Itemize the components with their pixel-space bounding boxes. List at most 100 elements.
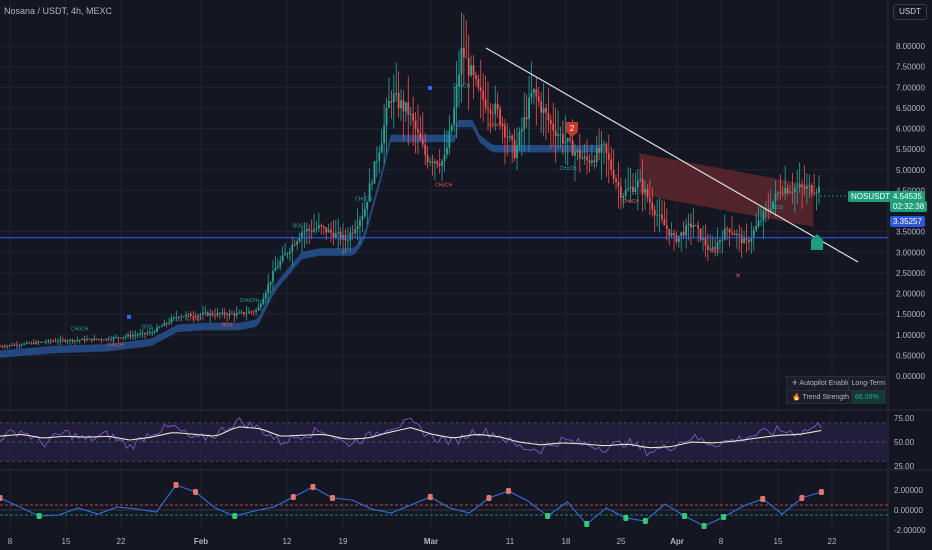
candle-body (441, 160, 444, 166)
candle-body (648, 197, 651, 203)
candle-body (709, 248, 712, 250)
candle-body (808, 185, 811, 187)
candle-body (81, 338, 84, 340)
candle-body (793, 188, 796, 192)
candle-body (346, 240, 349, 241)
momentum-peak-marker (799, 495, 805, 501)
candle-body (375, 161, 378, 162)
candle-body (69, 339, 71, 341)
momentum-axis-label: 0.00000 (894, 506, 923, 515)
structure-label: CHoCH (453, 83, 471, 89)
sell-signal-number: 2 (570, 124, 575, 133)
candle-body (569, 138, 572, 141)
candle-body (755, 225, 758, 231)
candle-body (590, 160, 593, 163)
candle-body (745, 238, 748, 241)
candle-body (1, 346, 4, 348)
candle-body (612, 169, 615, 179)
candle-body (752, 230, 755, 238)
candle-body (83, 338, 86, 341)
candle-body (446, 147, 448, 155)
candle-body (692, 225, 695, 228)
candle-body (670, 233, 673, 236)
candle-body (392, 94, 395, 103)
candle-body (537, 96, 540, 102)
candle-body (576, 150, 579, 152)
momentum-peak-marker (173, 482, 179, 488)
candle-body (148, 332, 151, 334)
time-axis-label: Apr (670, 537, 684, 546)
candle-body (762, 211, 765, 221)
candle-body (518, 132, 521, 146)
candle-body (216, 313, 219, 316)
candle-body (247, 311, 250, 314)
candle-body (419, 132, 422, 140)
candle-body (479, 87, 482, 91)
oscillator-axis-label: 50.00 (894, 438, 915, 447)
candle-body (119, 337, 122, 339)
structure-label: BOS (710, 248, 721, 254)
candle-body (37, 341, 40, 343)
candle-body (511, 135, 514, 141)
candle-body (629, 186, 632, 189)
candle-body (218, 313, 221, 314)
candle-body (525, 117, 528, 120)
candle-body (47, 340, 50, 342)
structure-label: CHoCH (186, 316, 204, 322)
candle-body (784, 188, 787, 194)
candle-body (424, 144, 427, 156)
candle-body (395, 92, 398, 95)
candle-body (680, 232, 683, 237)
candle-body (325, 227, 328, 233)
candle-body (315, 228, 318, 230)
price-axis-label: 3.50000 (896, 228, 925, 237)
structure-label: CHoCH (107, 342, 125, 348)
candle-body (740, 235, 743, 244)
candle-body (231, 313, 233, 315)
candle-body (557, 134, 559, 137)
candle-body (533, 89, 535, 93)
candle-body (71, 339, 74, 342)
candle-body (351, 232, 354, 234)
candle-body (448, 130, 451, 148)
candle-body (472, 65, 475, 76)
candle-body (547, 112, 550, 121)
currency-selector[interactable]: USDT (893, 4, 927, 20)
candle-body (491, 113, 494, 115)
candle-body (438, 164, 441, 166)
candle-body (73, 340, 76, 342)
candle-body (235, 313, 238, 316)
candle-body (426, 155, 429, 163)
candle-body (349, 232, 352, 241)
candle-body (182, 316, 185, 318)
candle-body (414, 120, 417, 130)
candle-body (578, 150, 581, 159)
candle-body (774, 193, 777, 202)
candle-body (40, 341, 42, 343)
candle-body (470, 65, 472, 76)
candle-body (513, 140, 516, 158)
candle-body (453, 107, 456, 126)
time-axis-label: 18 (562, 537, 571, 546)
candle-body (810, 185, 813, 194)
candle-body (450, 125, 453, 131)
candle-body (129, 334, 132, 337)
candle-body (371, 183, 373, 185)
candle-body (528, 97, 530, 120)
candle-body (402, 100, 405, 112)
candle-body (605, 143, 608, 154)
candle-body (6, 345, 9, 347)
candle-body (552, 123, 555, 131)
structure-square (127, 315, 131, 319)
time-axis-label: 15 (774, 537, 783, 546)
candle-body (639, 179, 642, 181)
candle-body (496, 103, 499, 109)
candle-body (163, 323, 166, 326)
candle-body (668, 228, 671, 236)
candle-body (240, 312, 243, 314)
candle-body (465, 57, 468, 59)
candle-body (30, 342, 33, 344)
candle-body (124, 336, 127, 338)
candle-body (385, 107, 388, 126)
